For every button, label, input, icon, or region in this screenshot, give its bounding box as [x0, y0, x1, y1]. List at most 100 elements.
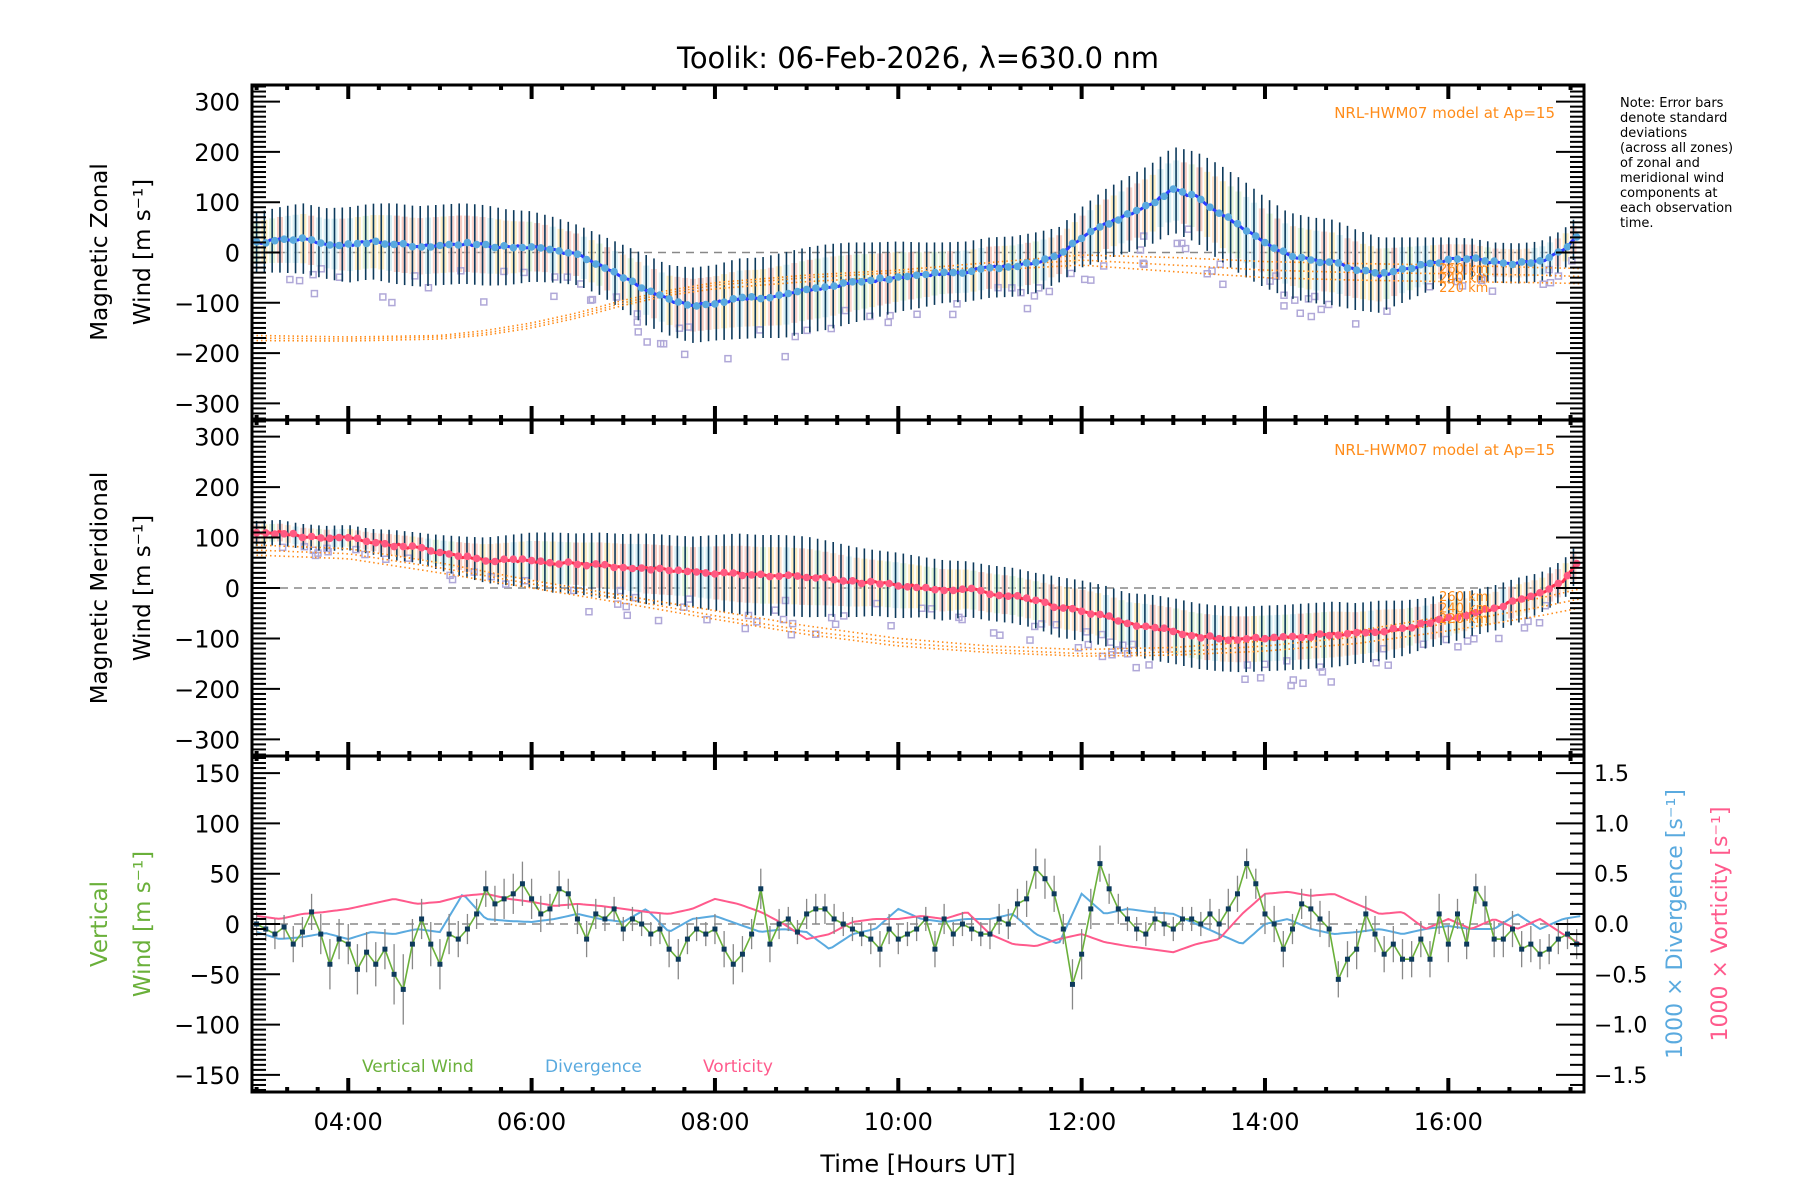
mean-wind-point [1398, 265, 1407, 273]
mean-wind-point [1123, 210, 1132, 218]
vertical-wind-point [409, 941, 415, 947]
mean-wind-point [1169, 627, 1178, 636]
vertical-wind-point [1225, 906, 1231, 912]
zone-wind-point [586, 296, 595, 304]
mean-wind-point [1417, 619, 1425, 628]
zone-wind-point [286, 275, 294, 284]
mean-wind-point [958, 585, 967, 593]
zone-wind-point [1535, 619, 1544, 627]
vertical-wind-point [327, 961, 333, 967]
zone-wind-point [887, 621, 895, 630]
mean-wind-point [1499, 602, 1508, 611]
x-tick-label: 08:00 [680, 1108, 749, 1136]
mean-wind-point [848, 577, 857, 585]
y2-axis-label-vorticity: 1000 × Vorticity [s⁻¹] [1708, 807, 1733, 1042]
mean-wind-point [830, 575, 838, 584]
mean-wind-point [1554, 579, 1563, 588]
mean-wind-point [958, 269, 967, 277]
mean-wind-point [436, 241, 444, 250]
y-tick-label: −300 [174, 726, 240, 754]
zone-wind-point [1136, 246, 1145, 254]
mean-wind-point [509, 555, 518, 563]
y2-tick-label: −0.5 [1594, 963, 1647, 988]
y-axis-label-meridional-line2: Wind [m s⁻¹] [130, 515, 156, 661]
mean-wind-point [1508, 260, 1517, 269]
vertical-wind-point [492, 901, 498, 907]
mean-wind-point [1426, 259, 1434, 268]
zone-wind-point [659, 340, 668, 348]
mean-wind-point [720, 298, 728, 307]
mean-wind-point [1444, 255, 1453, 264]
zone-wind-point [1291, 296, 1299, 304]
vertical-wind-point [501, 896, 507, 902]
mean-wind-point [894, 273, 903, 281]
vertical-wind-point [1014, 901, 1020, 907]
mean-wind-point [812, 284, 820, 292]
vertical-wind-point [584, 936, 590, 942]
mean-wind-point [1490, 604, 1498, 612]
mean-wind-point [674, 298, 683, 306]
mean-wind-point [1233, 636, 1242, 644]
mean-wind-point [1059, 248, 1068, 256]
vertical-wind-point [1253, 881, 1259, 887]
vertical-wind-point [1106, 886, 1112, 892]
vertical-wind-point [1500, 936, 1506, 942]
vertical-wind-point [1326, 926, 1332, 932]
vertical-wind-point [1299, 901, 1305, 907]
mean-wind-point [537, 244, 545, 252]
model-line-220km [252, 554, 1582, 657]
mean-wind-point [1087, 610, 1095, 618]
zone-wind-point [1477, 276, 1486, 285]
mean-wind-point [1215, 209, 1223, 217]
vertical-wind-point [1216, 921, 1222, 927]
zone-wind-point [779, 615, 788, 624]
mean-wind-point [857, 278, 866, 286]
mean-wind-point [518, 555, 527, 563]
mean-wind-point [408, 542, 417, 550]
mean-wind-point [1132, 206, 1141, 215]
mean-wind-point [1352, 628, 1361, 637]
zone-wind-point [1087, 276, 1095, 284]
mean-wind-point [298, 533, 307, 542]
mean-wind-point [692, 568, 701, 576]
vertical-wind-point [1372, 931, 1378, 937]
vertical-wind-point [1207, 911, 1213, 917]
y-axis-label-meridional-line1: Magnetic Meridional [87, 472, 113, 705]
mean-wind-point [1508, 597, 1517, 605]
vertical-wind-point [1537, 951, 1543, 957]
vertical-wind-point [758, 886, 764, 892]
mean-wind-point [500, 555, 508, 563]
mean-wind-point [949, 586, 958, 595]
mean-wind-point [280, 530, 288, 538]
mean-wind-point [876, 580, 884, 588]
vertical-wind-point [776, 921, 782, 927]
mean-wind-point [454, 552, 463, 560]
vertical-wind-point [996, 916, 1002, 922]
mean-wind-point [1334, 631, 1343, 639]
vertical-wind-point [437, 961, 443, 967]
zone-wind-point [685, 595, 693, 603]
vertical-wind-point [1555, 936, 1561, 942]
mean-wind-point [637, 564, 646, 572]
mean-wind-point [271, 530, 279, 538]
mean-wind-point [1087, 227, 1095, 236]
mean-wind-point [1426, 619, 1434, 627]
mean-wind-point [619, 274, 628, 282]
zone-wind-point [994, 283, 1002, 292]
mean-wind-point [637, 284, 646, 292]
mean-wind-point [454, 241, 463, 249]
vertical-wind-point [1033, 866, 1039, 872]
mean-wind-point [683, 567, 692, 576]
mean-wind-point [445, 240, 453, 249]
vertical-wind-point [1464, 941, 1470, 947]
zone-wind-point [1108, 651, 1116, 659]
mean-wind-point [1307, 633, 1315, 642]
zone-wind-point [1178, 239, 1186, 248]
mean-wind-point [298, 234, 307, 242]
mean-wind-point [362, 537, 371, 546]
mean-wind-point [1197, 634, 1205, 642]
vertical-wind-point [1528, 941, 1534, 947]
mean-wind-point [1270, 244, 1278, 252]
mean-wind-point [1527, 259, 1535, 267]
model-label-zonal: NRL-HWM07 model at Ap=15 [1334, 104, 1555, 122]
